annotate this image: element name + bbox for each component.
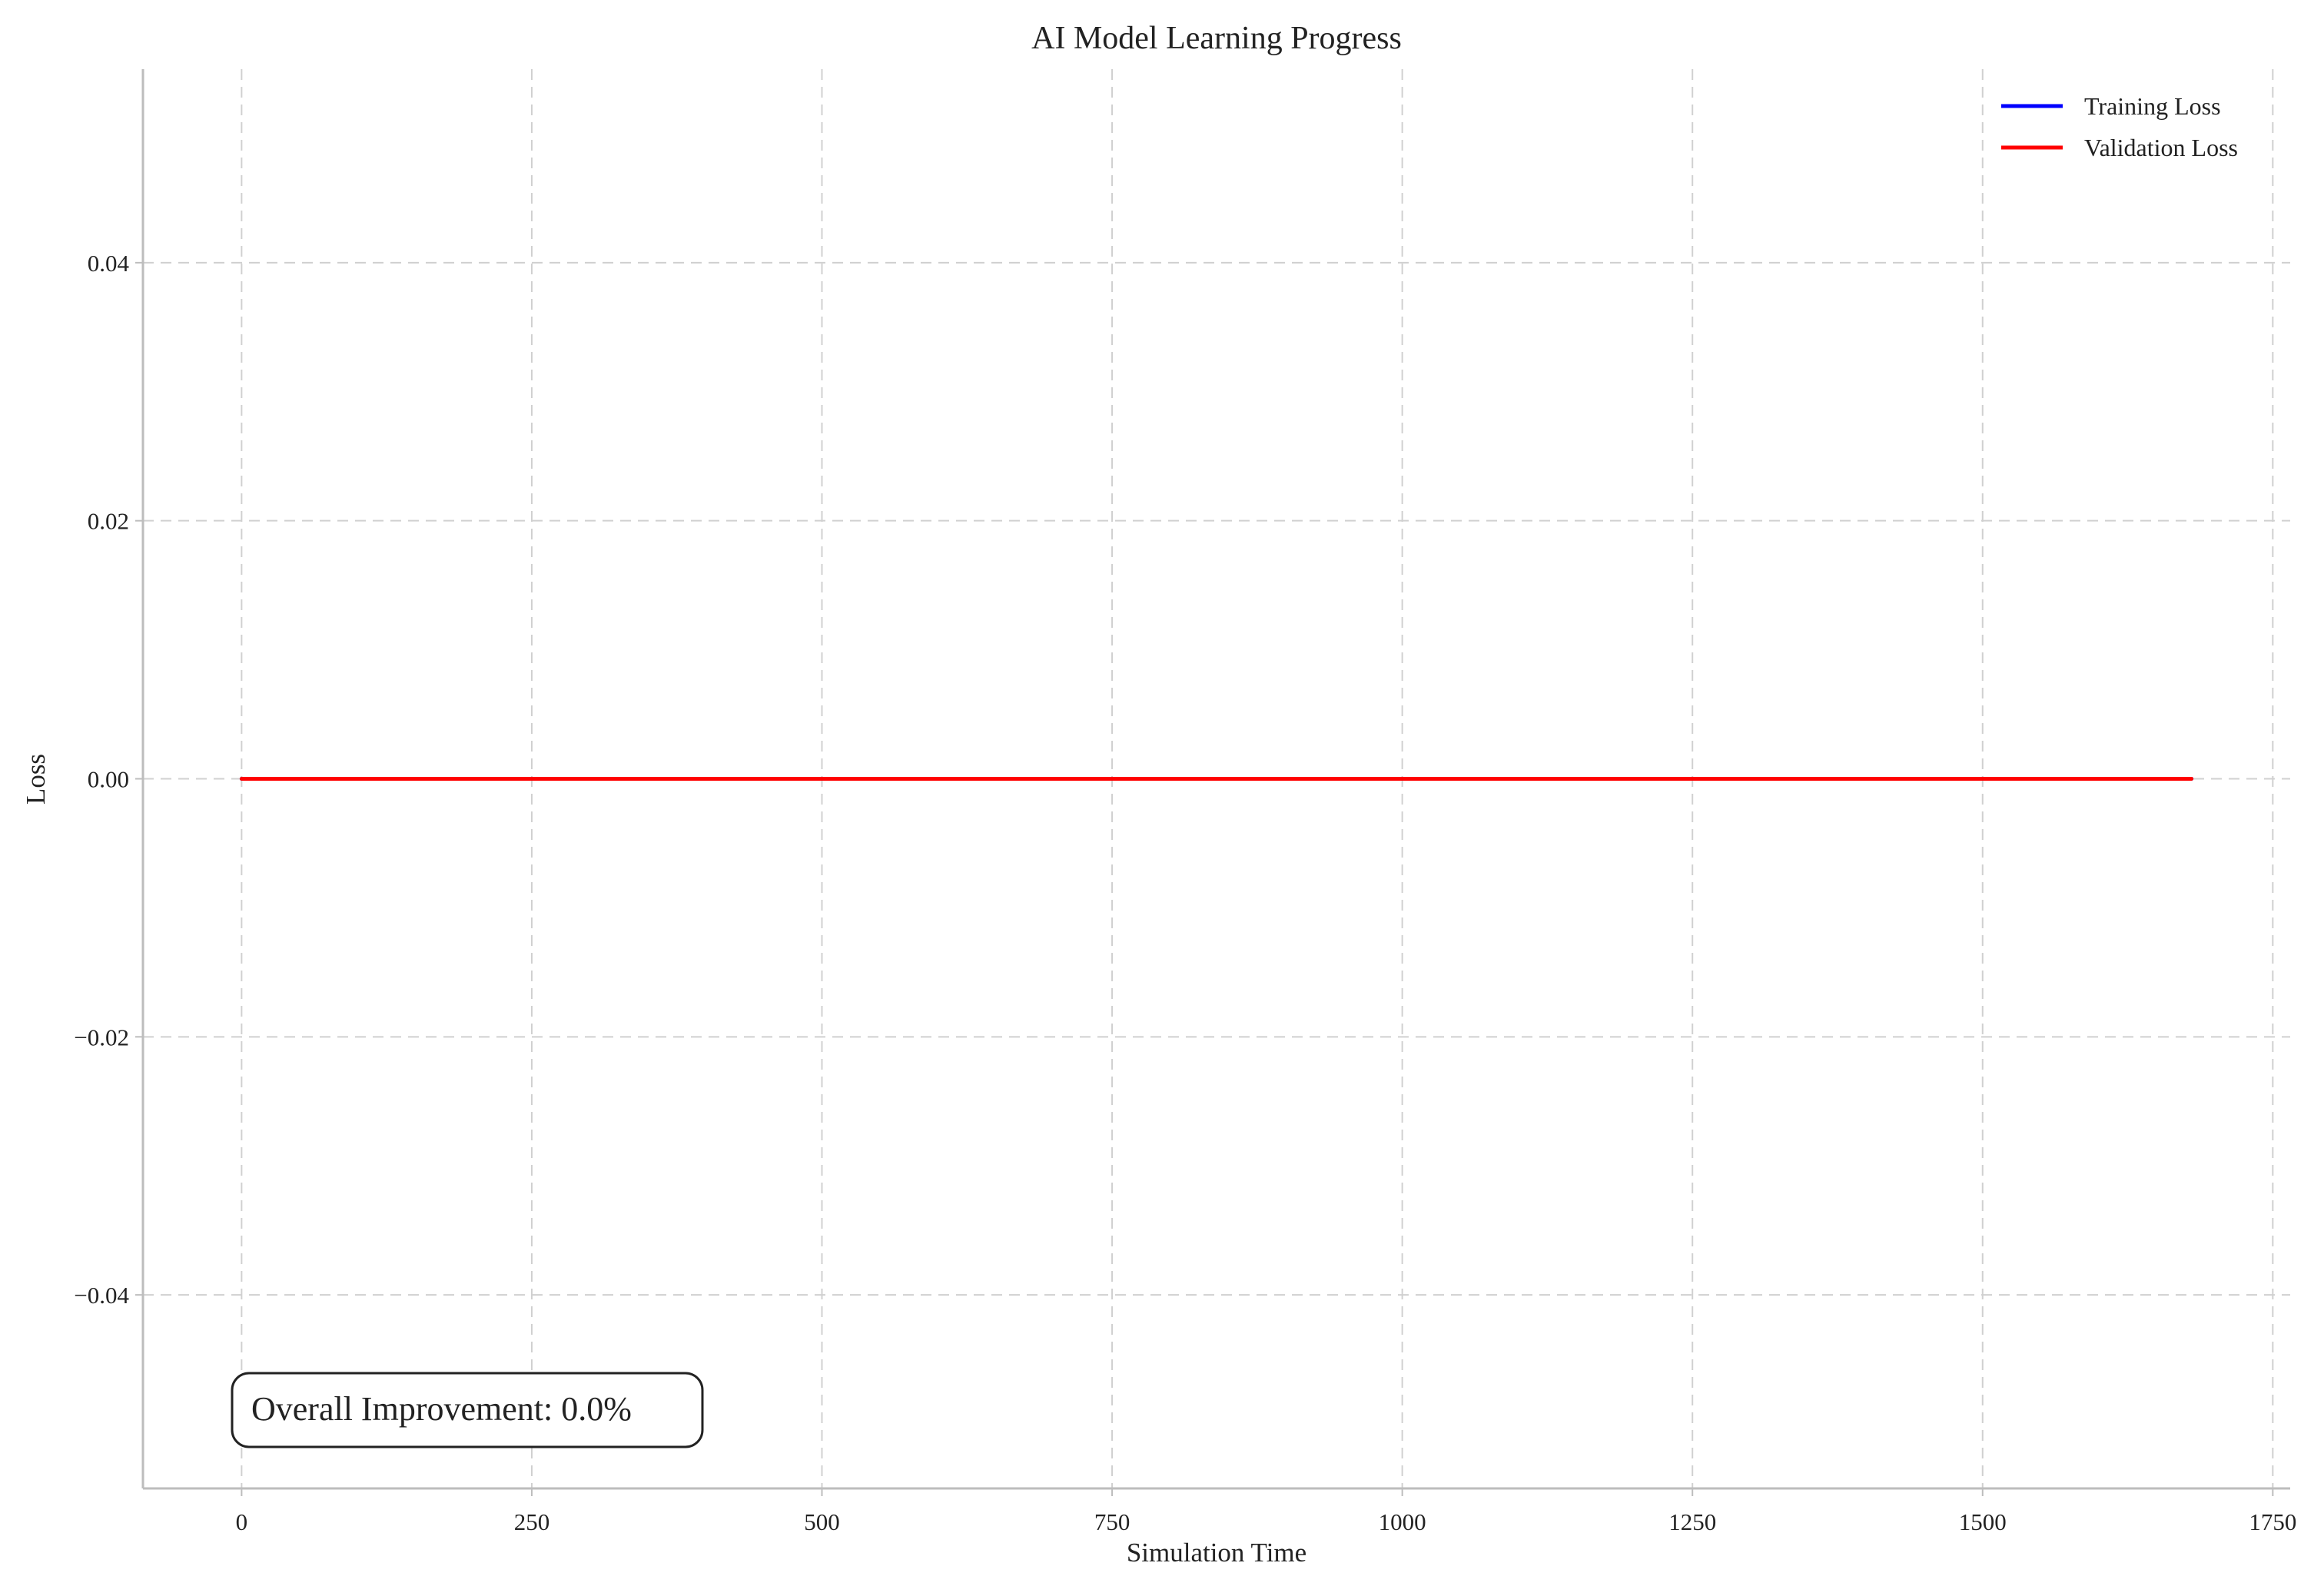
y-tick-label: 0.04 [88,250,130,277]
y-tick-label: −0.04 [74,1282,129,1309]
x-axis-ticks: 0 250 500 750 1000 1250 1500 1750 [236,1488,2296,1535]
y-tick-label: −0.02 [74,1024,129,1050]
y-tick-label: 0.00 [88,766,129,793]
x-tick-label: 250 [514,1508,550,1535]
legend-label-training: Training Loss [2084,92,2221,120]
x-tick-label: 1250 [1668,1508,1716,1535]
improvement-annotation: Overall Improvement: 0.0% [231,1372,704,1448]
annotation-box [231,1372,704,1448]
x-tick-label: 750 [1094,1508,1130,1535]
x-tick-label: 1000 [1379,1508,1426,1535]
y-tick-label: 0.02 [88,508,129,535]
x-tick-label: 1750 [2249,1508,2296,1535]
y-axis-ticks: 0.04 0.02 0.00 −0.02 −0.04 [74,250,143,1309]
annotation-text: Overall Improvement: 0.0% [251,1390,632,1428]
x-tick-label: 500 [804,1508,840,1535]
x-axis-title: Simulation Time [1127,1538,1306,1568]
chart-title: AI Model Learning Progress [1031,21,1402,56]
legend-label-validation: Validation Loss [2084,134,2238,161]
legend: Training Loss Validation Loss [2001,92,2238,161]
x-tick-label: 1500 [1959,1508,2007,1535]
x-tick-label: 0 [236,1508,248,1535]
y-axis-title: Loss [21,754,51,805]
